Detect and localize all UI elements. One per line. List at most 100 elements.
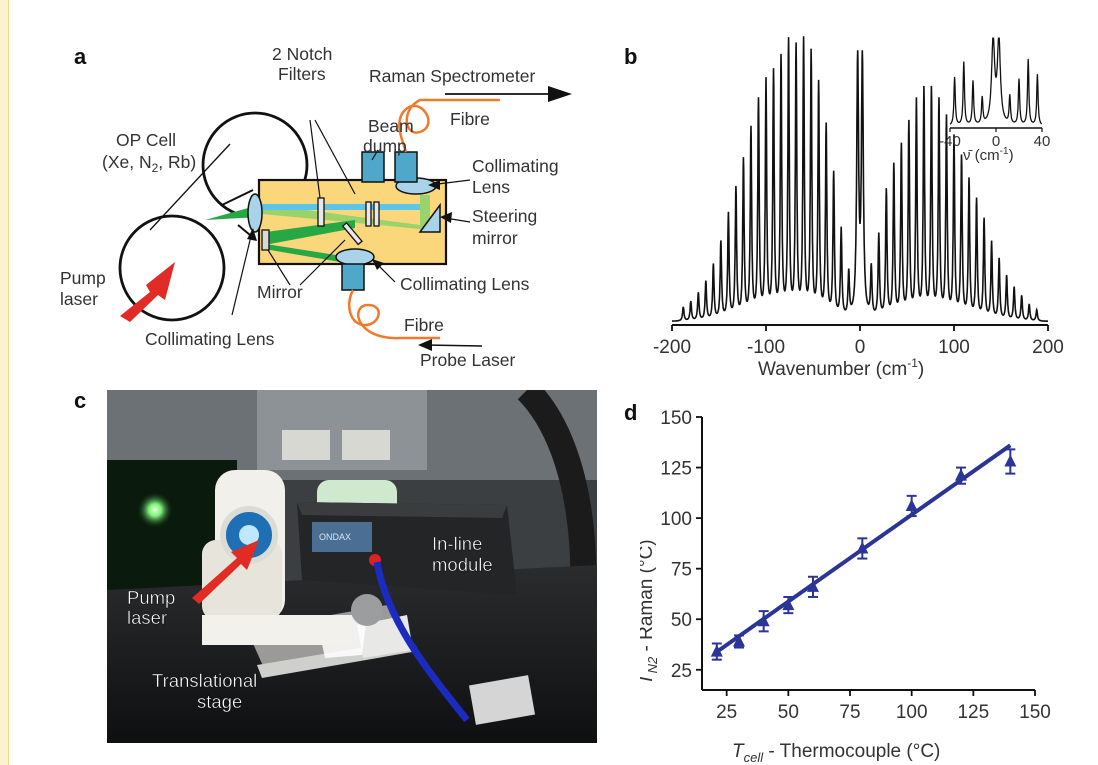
scatter-y-tick-label: 150 — [660, 408, 692, 429]
beam-dump-block — [361, 151, 385, 183]
triangle-marker — [733, 634, 745, 647]
panel-label-d: d — [624, 400, 638, 425]
scatter-point — [955, 466, 967, 485]
photo-label-inline-1: In-line — [432, 533, 482, 554]
fibre-block-top — [394, 151, 418, 183]
steering-mirror — [418, 202, 441, 233]
photo-label-pump-2: laser — [127, 607, 167, 628]
scatter-y-tick-label: 100 — [660, 509, 692, 530]
pump-beam-in — [205, 205, 259, 220]
label-collimating-right-1: Collimating — [472, 156, 559, 176]
spectrum-tick-label: 0 — [855, 337, 866, 358]
inset-tick-label: 40 — [1034, 133, 1051, 150]
photo-pump-arrow — [192, 540, 259, 604]
scatter-point — [856, 537, 869, 560]
label-notch-filters-1: 2 Notch — [272, 44, 332, 64]
spectrum-tick-label: 100 — [938, 337, 970, 358]
scatter-ticks: 25 50 75 100 125 150 25 50 75 100 125 150 — [660, 408, 1051, 723]
fibre-bottom — [348, 289, 440, 340]
op-cell-connector-1 — [221, 189, 254, 206]
panel-label-c: c — [74, 388, 87, 413]
module-brand: ONDAX — [319, 532, 351, 542]
scatter-y-tick-label: 50 — [671, 610, 692, 631]
label-op-cell-1: OP Cell — [116, 130, 176, 150]
scatter-point — [905, 494, 918, 518]
pump-laser-arrow — [120, 262, 175, 322]
scatter-x-tick-label: 75 — [839, 702, 860, 723]
laser-glow — [137, 492, 173, 528]
triangle-marker — [710, 644, 723, 657]
scatter-point — [710, 642, 723, 661]
scatter-x-tick-label: 100 — [896, 702, 928, 723]
photo-label-inline-2: module — [432, 554, 493, 575]
spectrum-line — [672, 36, 1048, 322]
scatter-xlabel: Tcell - Thermocouple (°C) — [732, 741, 940, 765]
leader-collimating-left-head — [247, 228, 257, 241]
label-collimating-bottom: Collimating Lens — [400, 274, 530, 294]
scatter-point — [782, 595, 795, 615]
triangle-marker — [782, 598, 795, 611]
scatter-point — [807, 575, 819, 598]
leader-mirror-2 — [267, 249, 291, 286]
spectrum-xlabel: Wavenumber (cm-1) — [758, 356, 924, 380]
spectrum-ticks: -200 -100 0 100 200 — [653, 325, 1064, 358]
scatter-x-tick-label: 25 — [716, 702, 737, 723]
photo-illustration: ONDAX Pump laser In-line module Translat… — [107, 390, 597, 743]
label-beam-dump-1: Beam — [368, 116, 414, 136]
green-beam-lower — [266, 220, 355, 244]
triangle-marker — [955, 468, 967, 481]
raman-arrowhead — [548, 86, 572, 102]
label-steering-2: mirror — [472, 228, 518, 248]
label-steering-1: Steering — [472, 206, 537, 226]
scatter-x-tick-label: 150 — [1019, 702, 1051, 723]
scatter-y-tick-label: 125 — [660, 459, 692, 480]
scatter-point — [757, 610, 770, 633]
scatter-x-tick-label: 125 — [957, 702, 989, 723]
fibre-cable — [373, 561, 470, 723]
triangle-marker — [905, 498, 918, 511]
leader-collimating-right-head — [428, 180, 440, 190]
scatter-point — [733, 634, 745, 649]
notch-filter-3 — [373, 201, 380, 227]
triangle-marker — [807, 579, 819, 592]
leader-beam-dump — [371, 149, 379, 161]
light-green-beam — [262, 204, 420, 229]
panel-label-a: a — [74, 44, 87, 69]
label-beam-dump-2: dump — [363, 136, 407, 156]
scatter-points — [710, 448, 1017, 661]
inset-xlabel: ν̄ (cm-1) — [963, 146, 1014, 164]
mirror — [261, 229, 270, 251]
scatter-y-tick-label: 25 — [671, 661, 692, 682]
panel-a-diagram: 2 Notch Filters Raman Spectrometer OP Ce… — [60, 44, 572, 370]
op-cell-leader — [149, 143, 231, 231]
label-pump-laser-1: Pump — [60, 268, 106, 288]
spectrum-tick-label: -200 — [653, 337, 691, 358]
spectrum-tick-label: 200 — [1032, 337, 1064, 358]
label-collimating-left: Collimating Lens — [145, 329, 275, 349]
label-op-cell-2: (Xe, N2, Rb) — [102, 152, 196, 175]
label-fibre-bottom: Fibre — [404, 315, 444, 335]
panel-b-spectrum: -200 -100 0 100 200 -40 0 40 ν̄ (cm-1) Wavenum… — [653, 36, 1064, 380]
leader-collimating-left — [231, 231, 253, 316]
leader-notch-1 — [309, 119, 321, 199]
inset-tick-label: -40 — [939, 133, 961, 150]
label-fibre-top: Fibre — [450, 109, 490, 129]
label-mirror: Mirror — [257, 282, 303, 302]
scatter-y-tick-label: 75 — [671, 560, 692, 581]
scatter-axes — [701, 417, 1035, 691]
spectrum-inset: -40 0 40 ν̄ (cm-1) — [939, 37, 1051, 164]
panel-d-scatter: 25 50 75 100 125 150 25 50 75 100 125 150 Tcell - T… — [640, 408, 1051, 765]
scatter-point — [1004, 448, 1017, 475]
green-beam-bottom — [266, 244, 355, 264]
blue-beam — [262, 204, 422, 210]
panel-c-photo: ONDAX Pump laser In-line module Translat… — [107, 390, 597, 743]
inset-tick-label: 0 — [992, 133, 1000, 150]
notch-filter-1 — [317, 197, 325, 227]
label-notch-filters-2: Filters — [278, 64, 326, 84]
label-collimating-right-2: Lens — [472, 177, 510, 197]
leader-mirror — [299, 239, 346, 286]
fibre-block-bottom — [341, 263, 365, 291]
leader-notch-2 — [314, 119, 356, 195]
inset-ticks: -40 0 40 — [939, 127, 1051, 150]
photo-label-pump-1: Pump — [127, 587, 175, 608]
